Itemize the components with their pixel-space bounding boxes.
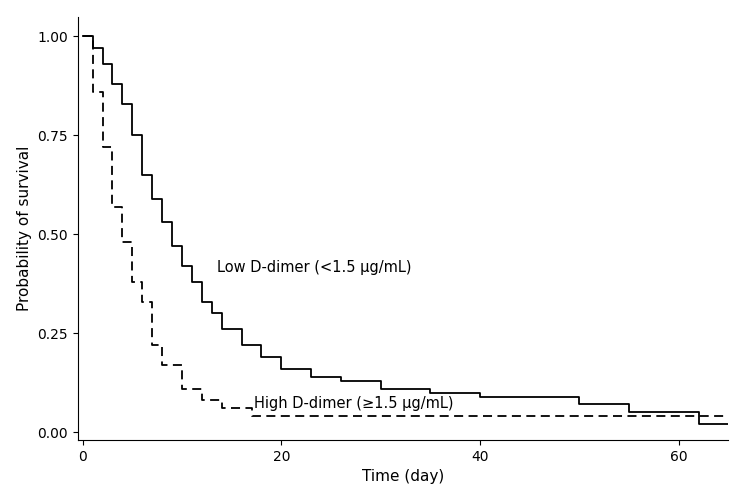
Y-axis label: Probability of survival: Probability of survival bbox=[16, 146, 32, 311]
Text: Low D-dimer (<1.5 μg/mL): Low D-dimer (<1.5 μg/mL) bbox=[217, 261, 411, 276]
X-axis label: Time (day): Time (day) bbox=[362, 469, 444, 484]
Text: High D-dimer (≥1.5 μg/mL): High D-dimer (≥1.5 μg/mL) bbox=[253, 396, 453, 411]
